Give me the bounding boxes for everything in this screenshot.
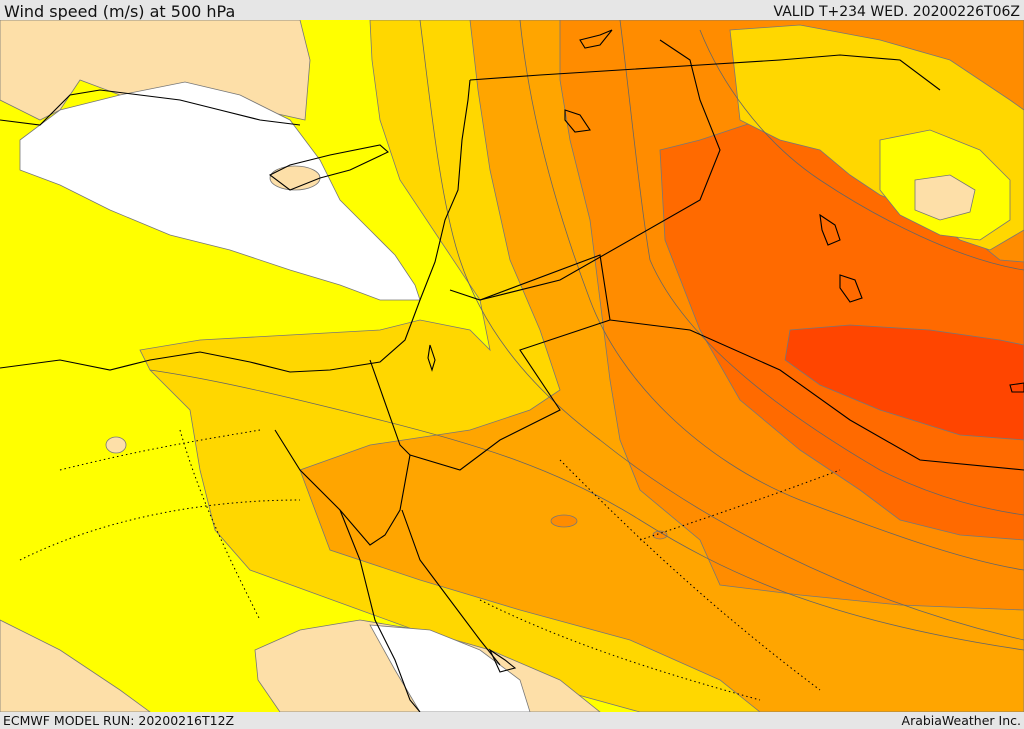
model-run-label: ECMWF MODEL RUN: 20200216T12Z bbox=[3, 713, 235, 728]
field-pocket-2 bbox=[652, 530, 668, 540]
field-level-1-ne bbox=[914, 174, 976, 221]
field-pocket-1 bbox=[550, 514, 578, 528]
map-title: Wind speed (m/s) at 500 hPa bbox=[4, 2, 236, 21]
header-bar: Wind speed (m/s) at 500 hPa VALID T+234 … bbox=[0, 0, 1024, 21]
footer-bar: ECMWF MODEL RUN: 20200216T12Z ArabiaWeat… bbox=[0, 712, 1024, 729]
coastlines bbox=[0, 29, 1024, 712]
field-level-1-spot bbox=[105, 436, 127, 454]
field-calm-redsea bbox=[369, 624, 531, 712]
map-canvas bbox=[0, 20, 1024, 712]
field-level-1-cyprus bbox=[269, 165, 321, 191]
internal-borders bbox=[19, 429, 841, 701]
provider-label: ArabiaWeather Inc. bbox=[901, 713, 1021, 728]
field-level-1-sw bbox=[0, 619, 151, 712]
wind-speed-map bbox=[0, 20, 1024, 712]
field-level-7 bbox=[784, 324, 1024, 441]
contour-lines bbox=[149, 20, 1024, 651]
field-calm-med bbox=[19, 81, 421, 301]
valid-time-label: VALID T+234 WED. 20200226T06Z bbox=[773, 4, 1020, 20]
